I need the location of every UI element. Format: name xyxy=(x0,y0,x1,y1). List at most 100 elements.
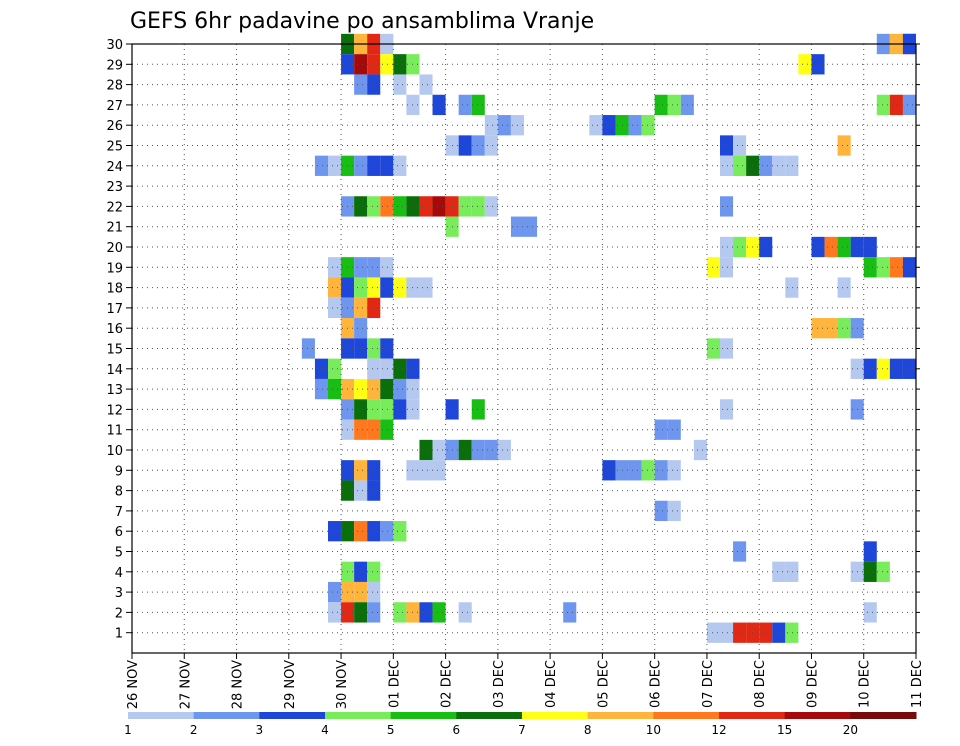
heatmap-cell xyxy=(785,155,799,176)
y-tick-label: 19 xyxy=(106,261,123,276)
heatmap-cell xyxy=(328,297,342,319)
cells-layer xyxy=(301,33,916,643)
heatmap-cell xyxy=(720,399,734,420)
heatmap-cell xyxy=(602,115,616,136)
heatmap-cell xyxy=(393,378,407,400)
heatmap-cell xyxy=(458,439,472,461)
heatmap-cell xyxy=(706,338,720,359)
heatmap-cell xyxy=(720,622,734,643)
heatmap-cell xyxy=(419,74,433,95)
heatmap-cell xyxy=(367,480,381,501)
heatmap-cell xyxy=(432,602,446,623)
y-tick-label: 9 xyxy=(115,464,123,479)
heatmap-cell xyxy=(484,196,498,217)
x-tick-label: 30 NOV xyxy=(335,660,350,709)
y-tick-label: 18 xyxy=(106,282,123,297)
heatmap-cell xyxy=(393,54,407,75)
heatmap-cell xyxy=(354,297,368,319)
heatmap-cell xyxy=(902,94,916,116)
heatmap-cell xyxy=(354,196,368,217)
heatmap-cell xyxy=(419,602,433,623)
heatmap-cell xyxy=(785,277,799,298)
heatmap-cell xyxy=(354,399,368,420)
heatmap-cell xyxy=(354,561,368,582)
heatmap-cell xyxy=(641,115,655,136)
legend-label: 4 xyxy=(321,723,329,737)
heatmap-cell xyxy=(759,236,773,258)
heatmap-cell xyxy=(824,236,838,258)
y-tick-label: 29 xyxy=(106,58,123,73)
x-tick-label: 26 NOV xyxy=(126,660,141,709)
heatmap-cell xyxy=(367,54,381,75)
heatmap-cell xyxy=(889,257,903,278)
heatmap-cell xyxy=(380,277,394,298)
heatmap-cell xyxy=(367,277,381,298)
heatmap-cell xyxy=(458,94,472,116)
heatmap-cell xyxy=(393,196,407,217)
heatmap-cell xyxy=(328,602,342,623)
heatmap-cell xyxy=(471,196,485,217)
legend: 1 2 3 4 5 6 7 8 10 12 15 20 xyxy=(124,712,917,737)
x-tick-label: 02 DEC xyxy=(440,660,455,708)
heatmap-cell xyxy=(484,439,498,461)
heatmap-cell xyxy=(863,541,877,562)
heatmap-cell xyxy=(328,257,342,278)
heatmap-cell xyxy=(667,460,681,481)
heatmap-cell xyxy=(524,216,538,237)
heatmap-cell xyxy=(863,236,877,258)
legend-swatch xyxy=(719,712,786,719)
heatmap-cell xyxy=(432,439,446,461)
heatmap-cell xyxy=(367,419,381,440)
heatmap-cell xyxy=(484,135,498,156)
legend-swatch xyxy=(456,712,523,719)
heatmap-cell xyxy=(837,318,851,339)
heatmap-cell xyxy=(367,581,381,603)
heatmap-cell xyxy=(432,196,446,217)
heatmap-cell xyxy=(798,54,812,75)
heatmap-cell xyxy=(706,257,720,278)
heatmap-cell xyxy=(367,155,381,176)
heatmap-cell xyxy=(876,561,890,582)
legend-label: 2 xyxy=(190,723,198,737)
legend-label: 15 xyxy=(777,723,792,737)
y-tick-label: 30 xyxy=(106,38,123,53)
y-tick-label: 3 xyxy=(115,586,123,601)
x-tick-label: 27 NOV xyxy=(178,660,193,709)
heatmap-cell xyxy=(876,94,890,116)
heatmap-cell xyxy=(328,155,342,176)
y-tick-label: 4 xyxy=(115,566,123,581)
heatmap-cell xyxy=(693,439,707,461)
heatmap-cell xyxy=(354,277,368,298)
y-tick-label: 20 xyxy=(106,241,123,256)
y-tick-label: 7 xyxy=(115,505,123,520)
heatmap-cell xyxy=(759,155,773,176)
legend-swatch xyxy=(325,712,392,719)
heatmap-cell xyxy=(471,399,485,420)
heatmap-cell xyxy=(863,358,877,379)
heatmap-cell xyxy=(380,399,394,420)
heatmap-cell xyxy=(328,277,342,298)
heatmap-cell xyxy=(354,581,368,603)
heatmap-cell xyxy=(380,338,394,359)
heatmap-cell xyxy=(419,439,433,461)
heatmap-cell xyxy=(902,257,916,278)
heatmap-cell xyxy=(720,155,734,176)
heatmap-cell xyxy=(889,94,903,116)
heatmap-cell xyxy=(380,54,394,75)
legend-label: 1 xyxy=(124,723,132,737)
heatmap-cell xyxy=(380,521,394,542)
heatmap-cell xyxy=(367,338,381,359)
heatmap-cell xyxy=(772,561,786,582)
heatmap-cell xyxy=(328,521,342,542)
heatmap-cell xyxy=(720,257,734,278)
heatmap-cell xyxy=(432,94,446,116)
heatmap-cell xyxy=(837,135,851,156)
y-tick-label: 27 xyxy=(106,99,123,114)
heatmap-cell xyxy=(314,155,328,176)
heatmap-cell xyxy=(367,602,381,623)
heatmap-cell xyxy=(380,155,394,176)
heatmap-cell xyxy=(367,521,381,542)
heatmap-cell xyxy=(641,460,655,481)
y-tick-label: 8 xyxy=(115,485,123,500)
